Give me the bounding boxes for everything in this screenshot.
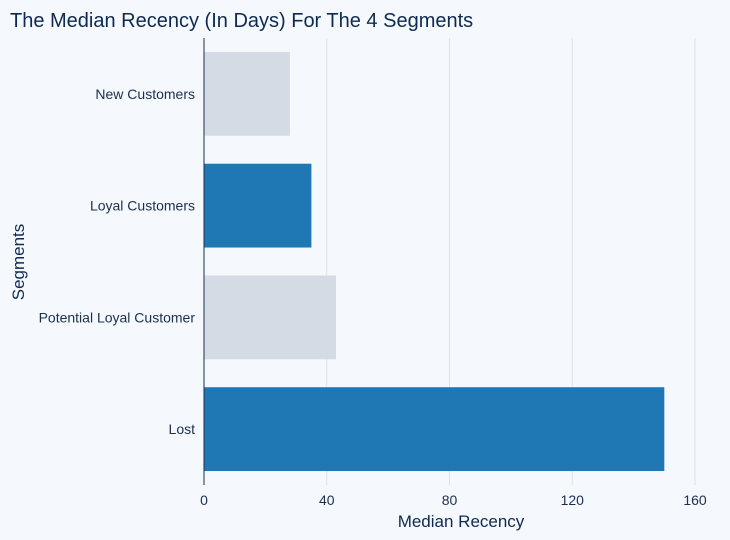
x-tick-label: 40 (319, 492, 335, 508)
y-tick-label: New Customers (95, 86, 195, 102)
y-tick-labels: New Customers Loyal Customers Potential Lo… (39, 86, 196, 437)
y-axis-title: Segments (9, 224, 28, 301)
bar (204, 163, 312, 248)
x-tick-label: 0 (200, 492, 208, 508)
y-tick-label: Loyal Customers (90, 198, 195, 214)
bar (204, 387, 665, 472)
x-tick-label: 80 (442, 492, 458, 508)
x-tick-label: 160 (683, 492, 707, 508)
x-tick-labels: 0 40 80 120 160 (200, 492, 707, 508)
chart-title: The Median Recency (In Days) For The 4 S… (10, 10, 473, 32)
x-axis-title: Median Recency (398, 512, 525, 531)
bars (204, 51, 665, 472)
bar (204, 275, 336, 360)
x-tick-label: 120 (561, 492, 585, 508)
y-tick-label: Lost (169, 421, 196, 437)
bar (204, 51, 290, 136)
y-tick-label: Potential Loyal Customer (39, 309, 196, 325)
